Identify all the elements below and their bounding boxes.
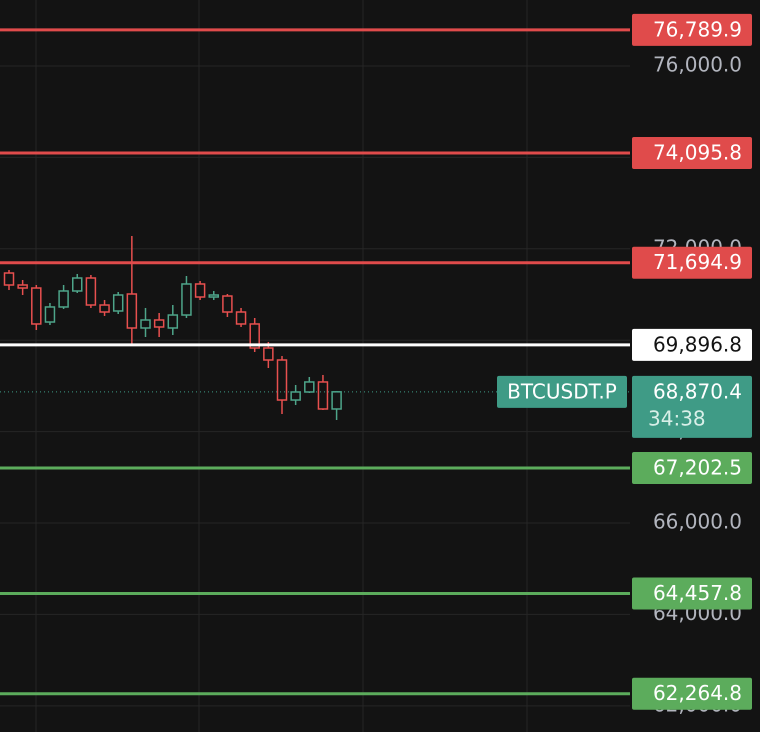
candle-body <box>263 347 274 361</box>
level-label-bg <box>632 328 752 361</box>
price-label: 68,870.4 <box>653 379 742 403</box>
candle-body <box>140 319 151 329</box>
level-label-bg <box>632 246 752 279</box>
candle-body <box>276 359 288 401</box>
time-grid <box>35 0 528 732</box>
y-tick-label: 76,000.0 <box>653 52 742 76</box>
level-label: 62,264.8 <box>653 681 742 705</box>
candle-body <box>85 277 97 306</box>
candle-body <box>58 290 69 308</box>
candle-body <box>249 323 260 349</box>
candle-body <box>167 314 179 329</box>
candle-body <box>17 284 28 289</box>
candle-body <box>290 391 301 401</box>
candle-body <box>208 294 219 298</box>
countdown-label: 34:38 <box>648 406 706 430</box>
level-label: 74,095.8 <box>653 141 742 165</box>
level-label: 76,789.9 <box>653 17 742 41</box>
candle-body <box>99 304 110 313</box>
price-label-bg <box>632 375 752 438</box>
level-label: 64,457.8 <box>653 581 742 605</box>
level-label-bg <box>632 677 752 710</box>
candle-body <box>112 294 124 312</box>
y-tick-label: 66,000.0 <box>653 510 742 534</box>
symbol-label: BTCUSDT.P <box>507 379 617 403</box>
level-label: 69,896.8 <box>653 332 742 356</box>
candle-body <box>331 391 342 410</box>
candle-body <box>222 295 233 313</box>
candle-body <box>72 277 83 292</box>
level-label: 67,202.5 <box>653 456 742 480</box>
level-label-bg <box>632 452 752 485</box>
candle-body <box>153 319 165 328</box>
candle-body <box>181 283 192 316</box>
candle-body <box>3 272 15 286</box>
candle-body <box>44 306 56 323</box>
candle-body <box>317 381 329 410</box>
level-label-bg <box>632 13 752 46</box>
level-label-bg <box>632 137 752 170</box>
symbol-label-bg <box>497 375 627 408</box>
candle-body <box>126 293 138 329</box>
candle-body <box>31 287 42 325</box>
level-label-bg <box>632 577 752 610</box>
level-label: 71,694.9 <box>653 250 742 274</box>
candle-body <box>304 381 315 393</box>
candle-body <box>235 311 247 325</box>
candle-body <box>194 283 206 298</box>
